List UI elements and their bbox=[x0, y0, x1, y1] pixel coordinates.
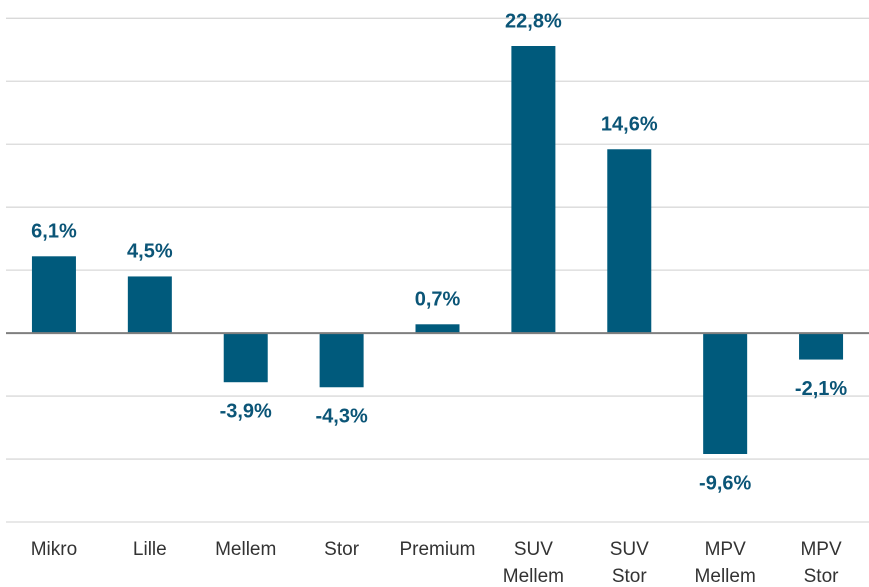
value-label: 6,1% bbox=[31, 221, 77, 243]
bar bbox=[511, 46, 556, 334]
x-tick-label-line: Mellem bbox=[503, 566, 564, 587]
x-tick-label: SUV Stor bbox=[610, 539, 649, 587]
x-tick-label-line: Mikro bbox=[31, 539, 77, 560]
value-label: -4,3% bbox=[315, 406, 367, 428]
x-tick-label: SUV Mellem bbox=[503, 539, 564, 587]
x-tick-label-line: SUV bbox=[610, 539, 649, 560]
x-tick-label-line: SUV bbox=[514, 539, 553, 560]
x-tick-label-line: MPV bbox=[705, 539, 747, 560]
x-tick-label-line: Stor bbox=[804, 566, 840, 587]
x-tick-label: Mikro bbox=[31, 539, 77, 560]
bar bbox=[799, 333, 844, 360]
bar bbox=[607, 149, 652, 334]
bar bbox=[127, 276, 172, 334]
x-tick-label-line: Mellem bbox=[695, 566, 756, 587]
value-label: -2,1% bbox=[795, 378, 847, 400]
value-label: 14,6% bbox=[601, 114, 658, 136]
x-tick-label: Stor bbox=[324, 539, 360, 560]
value-label: 22,8% bbox=[505, 10, 562, 32]
x-tick-label: Lille bbox=[133, 539, 167, 560]
bar bbox=[31, 256, 76, 334]
x-tick-label: MPV Mellem bbox=[695, 539, 756, 587]
x-tick-label: MPV Stor bbox=[800, 539, 842, 587]
bar bbox=[223, 333, 268, 383]
x-tick-label-line: Stor bbox=[612, 566, 648, 587]
x-tick-label: Mellem bbox=[215, 539, 276, 560]
bar bbox=[415, 324, 460, 334]
x-tick-label: Premium bbox=[399, 539, 475, 560]
bar bbox=[319, 333, 364, 388]
x-tick-label-line: MPV bbox=[800, 539, 842, 560]
value-label: -9,6% bbox=[699, 472, 751, 494]
x-tick-label-line: Lille bbox=[133, 539, 167, 560]
x-tick-label-line: Premium bbox=[399, 539, 475, 560]
x-tick-label-line: Mellem bbox=[215, 539, 276, 560]
bar bbox=[703, 333, 748, 455]
value-label: 0,7% bbox=[415, 289, 461, 311]
value-label: -3,9% bbox=[220, 401, 272, 423]
value-label: 4,5% bbox=[127, 241, 173, 263]
x-tick-label-line: Stor bbox=[324, 539, 360, 560]
